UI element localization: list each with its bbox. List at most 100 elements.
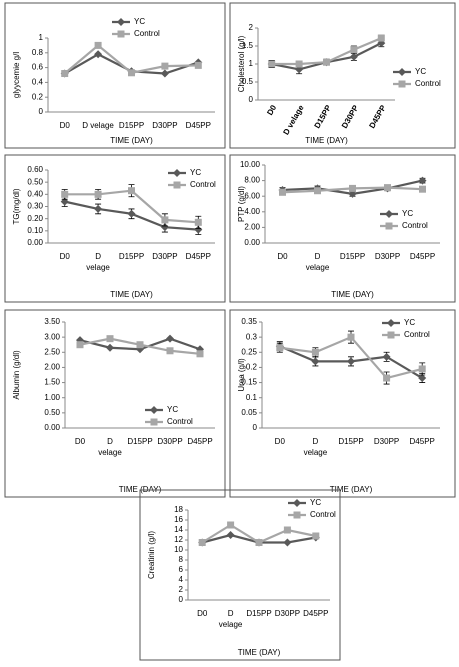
marker (136, 341, 144, 349)
marker (349, 52, 358, 61)
y-tick-label: 2.00 (44, 363, 60, 372)
marker (295, 60, 303, 68)
marker (382, 352, 391, 361)
x-tick-label: D15PP (340, 252, 365, 261)
marker (418, 374, 427, 383)
y-tick-label: 0.00 (244, 238, 260, 247)
legend-label: YC (190, 168, 201, 177)
x-tick-label: D0 (265, 103, 278, 117)
marker (94, 41, 102, 49)
x-tick-label: D0 (197, 609, 208, 618)
legend-label: Control (402, 221, 428, 230)
y-tick-label: 0.20 (27, 214, 43, 223)
marker (283, 526, 291, 534)
x-tick-label: D0 (75, 437, 86, 446)
marker (60, 197, 69, 206)
marker (166, 334, 174, 343)
y-tick-label: 18 (174, 505, 183, 514)
marker (94, 190, 102, 198)
legend-label: Control (167, 417, 193, 426)
marker (314, 187, 321, 195)
y-tick-label: 2.00 (244, 223, 260, 232)
x-tick-label: D30PP (275, 609, 300, 618)
x-tick-label: D15PP (246, 609, 271, 618)
x-axis-title: TIME (DAY) (110, 290, 153, 299)
legend-label: YC (404, 318, 415, 327)
x-tick-label: D45PP (187, 437, 212, 446)
y-tick-label: 0.40 (27, 189, 43, 198)
marker (350, 46, 358, 54)
y-tick-label: 0.2 (246, 363, 258, 372)
y-tick-label: 0.50 (44, 408, 60, 417)
y-tick-label: 2.50 (44, 347, 60, 356)
x-axis-title: TIME (DAY) (330, 485, 373, 494)
y-tick-label: 0 (179, 595, 184, 604)
marker (161, 62, 169, 70)
y-axis-title: Cholesterol (g/l) (237, 35, 246, 92)
y-tick-label: 0.00 (44, 423, 60, 432)
y-tick-label: 12 (174, 535, 183, 544)
y-tick-label: 6 (179, 565, 184, 574)
chart-frame (4, 154, 226, 303)
marker (160, 69, 169, 78)
y-tick-label: 16 (174, 515, 183, 524)
x-tick-label: D15PP (313, 103, 334, 130)
chart-frame (229, 2, 456, 149)
marker (255, 539, 263, 546)
x-tick-label: D45PP (186, 252, 211, 261)
y-tick-label: 1 (249, 59, 254, 68)
x-axis-title: TIME (DAY) (238, 648, 281, 657)
y-tick-label: 1 (39, 33, 44, 42)
y-axis-title: PTP (g/dl) (237, 186, 246, 222)
y-tick-label: 0 (253, 423, 258, 432)
x-tick-label: D45PP (303, 609, 328, 618)
marker (276, 344, 284, 352)
marker (398, 68, 406, 76)
marker (377, 34, 385, 42)
marker (117, 30, 125, 38)
y-axis-title: Albumin (g/dl) (12, 350, 21, 400)
y-tick-label: 14 (174, 525, 183, 534)
y-axis-title: Urea (g/l) (237, 358, 246, 392)
x-tick-label: D0 (60, 252, 71, 261)
marker (387, 331, 395, 339)
marker (418, 365, 426, 373)
y-tick-label: 3.00 (44, 332, 60, 341)
y-tick-label: 0.25 (241, 347, 257, 356)
y-tick-label: 4.00 (244, 207, 260, 216)
y-tick-label: 4 (179, 575, 184, 584)
chart: 0 0.5 1 1.5 2 D0 D velage D15PP D30PP D45PP Choles… (229, 2, 456, 149)
y-tick-label: 10.00 (240, 160, 261, 169)
marker (311, 357, 320, 366)
marker (268, 60, 276, 68)
marker (279, 188, 286, 196)
y-tick-label: 8.00 (244, 176, 260, 185)
x-tick-label: D15PP (119, 121, 144, 130)
y-tick-label: 1.50 (44, 378, 60, 387)
marker (160, 223, 169, 232)
y-tick-label: 0.00 (27, 238, 43, 247)
y-tick-label: 10 (174, 545, 183, 554)
x-tick-label: D30PP (152, 121, 177, 130)
y-tick-label: 0.4 (32, 78, 44, 87)
marker (128, 187, 135, 195)
marker (418, 176, 427, 185)
marker (311, 348, 319, 356)
x-tick-label: D30PP (374, 437, 399, 446)
y-tick-label: 0.50 (27, 177, 43, 186)
chart-frame (229, 309, 456, 498)
chart-frame (4, 2, 226, 149)
legend-label: Control (134, 29, 160, 38)
marker (117, 18, 125, 26)
y-tick-label: 0.30 (27, 202, 43, 211)
legend-label: YC (310, 498, 321, 507)
marker (385, 210, 393, 218)
legend-label: YC (134, 17, 145, 26)
